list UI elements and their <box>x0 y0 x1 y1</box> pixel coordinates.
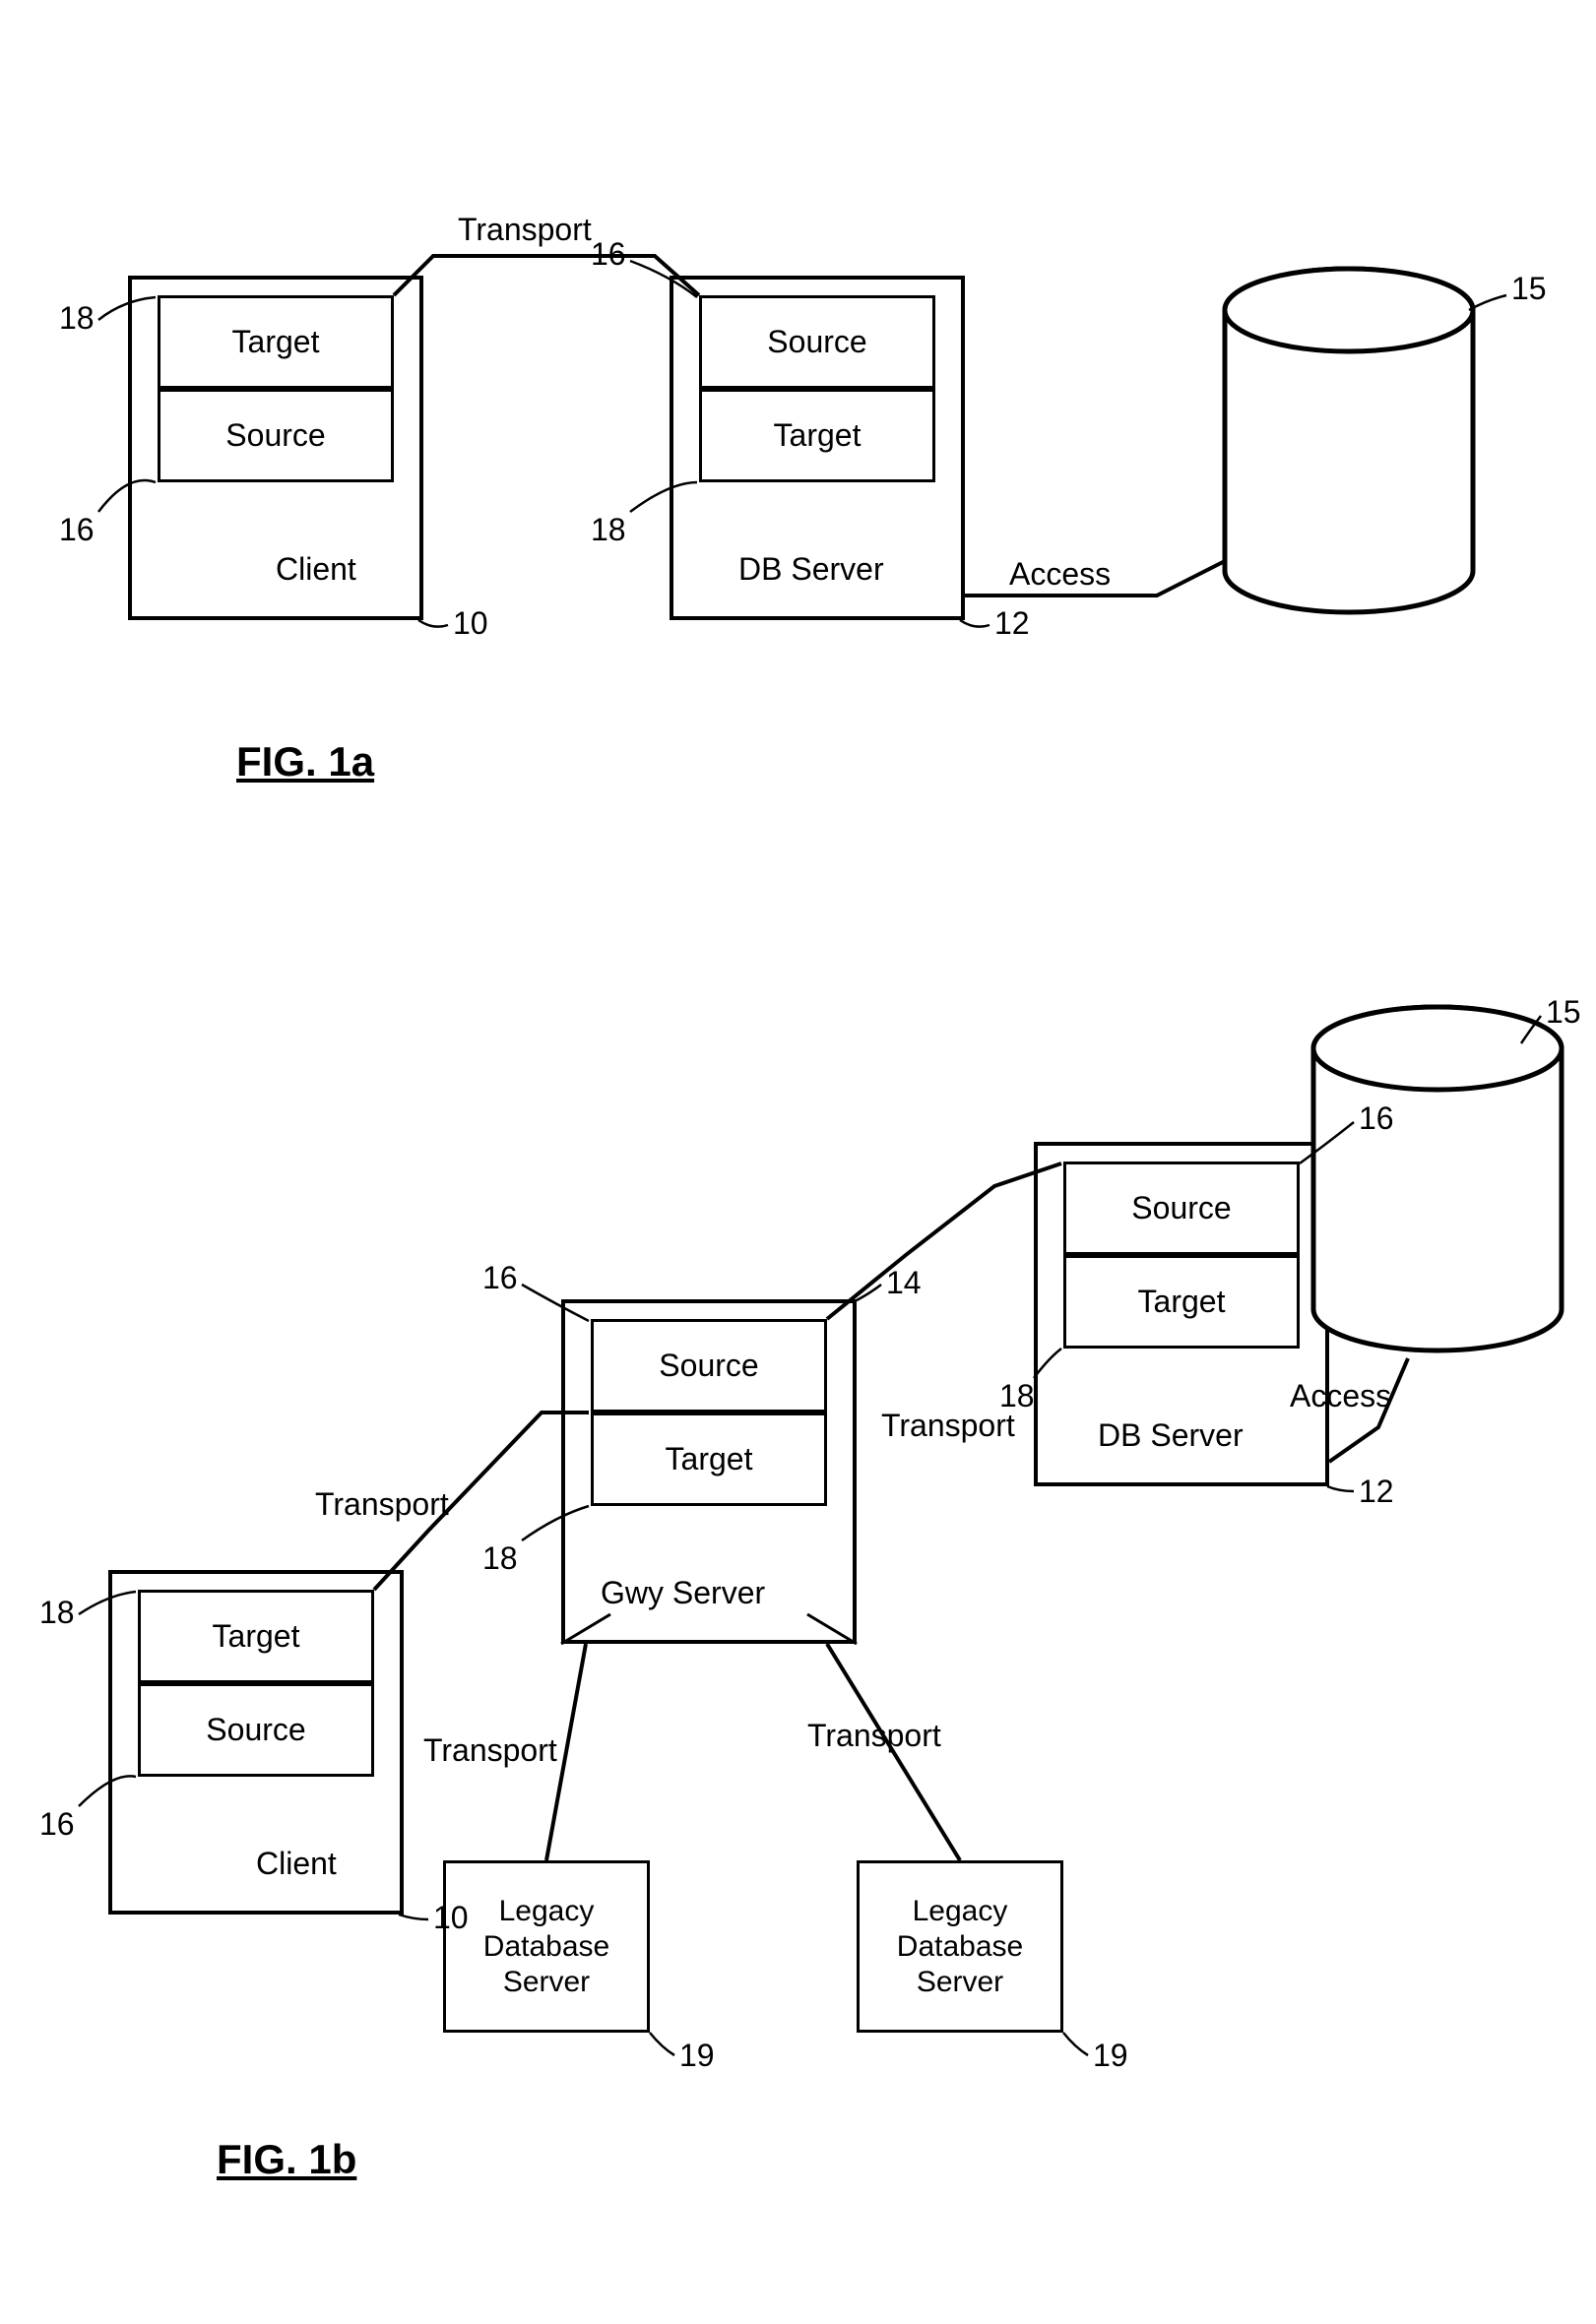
fig1b-access-label: Access <box>1290 1378 1391 1414</box>
fig1b-ref19-2: 19 <box>1093 2038 1128 2074</box>
fig1b-legacy2-l2: Database <box>897 1929 1023 1965</box>
fig1a-ref16-db: 16 <box>591 236 626 273</box>
fig1a-dbserver-source: Source <box>699 295 935 389</box>
fig1b-legacy1: Legacy Database Server <box>443 1860 650 2033</box>
fig1a-ref18-client: 18 <box>59 300 95 337</box>
fig1a-client-target-label: Target <box>232 324 320 360</box>
fig1b-ref16-gwy: 16 <box>482 1260 518 1296</box>
fig1b-transport-l2-label: Transport <box>807 1718 941 1754</box>
fig1b-gwy-source-label: Source <box>659 1348 758 1384</box>
fig1b-ref12: 12 <box>1359 1474 1394 1510</box>
fig1b-dbserver-label: DB Server <box>1098 1417 1244 1454</box>
fig1a-dbserver-label: DB Server <box>738 551 884 588</box>
fig1b-dbserver-target-label: Target <box>1138 1284 1226 1320</box>
fig1b-gwy-source: Source <box>591 1319 827 1413</box>
fig1a-ref16-client: 16 <box>59 512 95 548</box>
fig1a-ref15: 15 <box>1511 271 1547 307</box>
fig1a-ref18-db: 18 <box>591 512 626 548</box>
fig1b-dbserver-source-label: Source <box>1131 1190 1231 1226</box>
fig1b-gwy-target: Target <box>591 1413 827 1506</box>
fig1b-ref18-db: 18 <box>999 1378 1035 1414</box>
fig1b-dbserver-target: Target <box>1063 1255 1300 1349</box>
fig1b-ref16-db: 16 <box>1359 1100 1394 1137</box>
fig1b-legacy1-l2: Database <box>483 1929 609 1965</box>
fig1a-database-icon <box>1221 266 1477 630</box>
fig1a-client-source: Source <box>158 389 394 482</box>
fig1b-gwy-target-label: Target <box>666 1441 753 1477</box>
fig1b-client-source: Source <box>138 1683 374 1777</box>
fig1a-label: FIG. 1a <box>236 738 374 785</box>
fig1b-client-source-label: Source <box>206 1712 305 1748</box>
fig1b-legacy1-l1: Legacy <box>499 1894 595 1929</box>
fig1b-client-target-label: Target <box>213 1618 300 1655</box>
fig1a-dbserver-target: Target <box>699 389 935 482</box>
fig1b-client-target: Target <box>138 1590 374 1683</box>
fig1b-transport2-label: Transport <box>881 1408 1015 1444</box>
fig1b-transport-l1-label: Transport <box>423 1732 557 1769</box>
fig1a-client-target: Target <box>158 295 394 389</box>
fig1b-ref10: 10 <box>433 1900 469 1936</box>
fig1b-ref14: 14 <box>886 1265 922 1301</box>
fig1a-client-label: Client <box>276 551 356 588</box>
fig1b-client-label: Client <box>256 1846 337 1882</box>
fig1b-gwy-label: Gwy Server <box>601 1575 765 1611</box>
fig1b-legacy2-l3: Server <box>917 1965 1003 2000</box>
fig1a-dbserver-source-label: Source <box>767 324 866 360</box>
fig1a-dbserver-target-label: Target <box>774 417 862 454</box>
fig1b-ref19-1: 19 <box>679 2038 715 2074</box>
fig1a-ref12: 12 <box>994 605 1030 642</box>
fig1b-transport1-label: Transport <box>315 1486 449 1523</box>
fig1b-legacy2-l1: Legacy <box>913 1894 1008 1929</box>
fig1a-client-source-label: Source <box>225 417 325 454</box>
fig1b-label: FIG. 1b <box>217 2136 356 2183</box>
fig1b-legacy2: Legacy Database Server <box>857 1860 1063 2033</box>
fig1b-legacy1-l3: Server <box>503 1965 590 2000</box>
fig1b-ref18-gwy: 18 <box>482 1540 518 1577</box>
fig1b-ref18-client: 18 <box>39 1595 75 1631</box>
fig1b-ref15: 15 <box>1546 994 1581 1031</box>
fig1a-access-label: Access <box>1009 556 1111 593</box>
fig1a-ref10: 10 <box>453 605 488 642</box>
fig1a-transport-label: Transport <box>458 212 592 248</box>
fig1b-database-icon <box>1309 1004 1565 1368</box>
fig1b-ref16-client: 16 <box>39 1806 75 1843</box>
fig1b-dbserver-source: Source <box>1063 1162 1300 1255</box>
